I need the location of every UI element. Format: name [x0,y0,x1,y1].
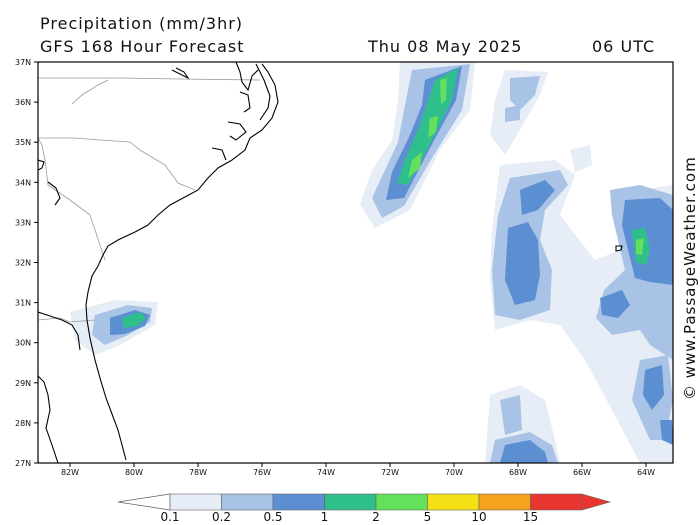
colorbar-swatch [478,493,531,511]
lat-label: 35N [15,138,31,147]
lat-label: 33N [15,218,31,227]
colorbar-tick-label: 0.5 [263,510,282,524]
lon-label: 82W [61,468,79,477]
lon-label: 64W [637,468,655,477]
colorbar-swatch [169,493,222,511]
coastline [38,62,623,463]
colorbar-swatch [221,493,274,511]
lon-label: 66W [573,468,591,477]
colorbar-high-end [581,493,612,511]
precipitation-colorbar: 0.1 0.2 0.5 1 2 5 10 15 [117,493,612,524]
lon-label: 76W [253,468,271,477]
lon-label: 68W [509,468,527,477]
colorbar-swatch [530,493,583,511]
colorbar-tick-label: 0.1 [160,510,179,524]
state-borders [38,77,261,323]
lat-label: 32N [15,259,31,268]
lat-label: 28N [15,419,31,428]
lon-label: 78W [189,468,207,477]
colorbar-tick-label: 10 [471,510,486,524]
lat-label: 34N [15,178,31,187]
colorbar-tick-label: 15 [523,510,538,524]
colorbar-swatch [427,493,480,511]
colorbar-tick-label: 5 [424,510,432,524]
precip-field-2 [408,78,644,255]
precip-field-light [70,62,673,463]
colorbar-tick-label: 1 [321,510,329,524]
lon-label: 70W [445,468,463,477]
colorbar-tick-label: 2 [372,510,380,524]
latitude-axis: 37N 36N 35N 34N 33N 32N 31N 30N 29N 28N 27N [15,58,38,468]
colorbar-swatch [324,493,377,511]
longitude-axis: 82W 80W 78W 76W 74W 72W 70W 68W 66W 64W [61,463,655,477]
lat-label: 31N [15,299,31,308]
colorbar-low-end [117,493,171,511]
map-title: Precipitation (mm/3hr) [40,14,244,33]
lat-label: 29N [15,379,31,388]
colorbar-swatch [272,493,325,511]
lat-label: 37N [15,58,31,67]
lon-label: 74W [317,468,335,477]
lon-label: 72W [381,468,399,477]
forecast-date: Thu 08 May 2025 [368,37,523,56]
colorbar-swatch [375,493,428,511]
forecast-product: GFS 168 Hour Forecast [40,37,245,56]
lat-label: 27N [15,459,31,468]
lon-label: 80W [125,468,143,477]
lat-label: 30N [15,339,31,348]
lat-label: 36N [15,98,31,107]
forecast-time: 06 UTC [592,37,656,56]
colorbar-tick-label: 0.2 [212,510,231,524]
